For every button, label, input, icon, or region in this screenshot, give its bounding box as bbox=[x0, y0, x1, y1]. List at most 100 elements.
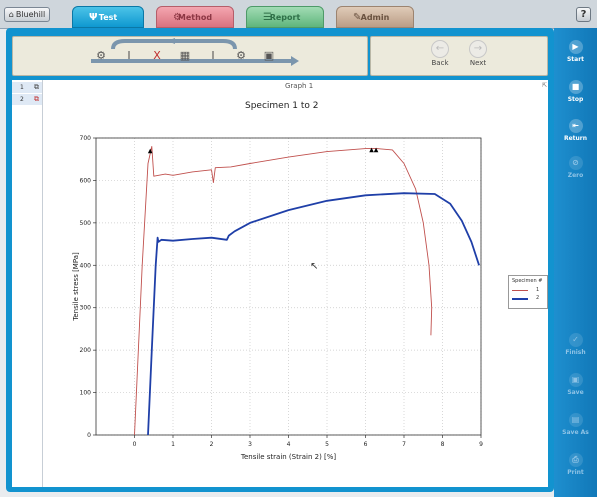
y-tick-label: 600 bbox=[80, 177, 92, 184]
top-bar: ⌂ Bluehill Ψ Test ⚙ Method ☰ Report ✎ Ad… bbox=[0, 0, 597, 29]
series-line-2 bbox=[147, 192, 480, 436]
y-tick-label: 200 bbox=[80, 347, 92, 354]
save-as-button[interactable]: ▤ Save As bbox=[554, 413, 597, 436]
specimen-icon[interactable]: I bbox=[127, 49, 131, 62]
zero-icon: ⊘ bbox=[568, 156, 583, 170]
zero-button[interactable]: ⊘ Zero bbox=[554, 156, 597, 179]
zero-label: Zero bbox=[567, 172, 584, 179]
y-tick-label: 400 bbox=[80, 262, 92, 269]
tab-report[interactable]: ☰ Report bbox=[246, 6, 324, 28]
x-tick-label: 1 bbox=[171, 441, 175, 448]
series-line-1 bbox=[134, 146, 433, 436]
chart-legend: Specimen # 1 2 bbox=[508, 275, 548, 309]
tab-label: Test bbox=[98, 13, 118, 22]
specimen-icon[interactable]: I bbox=[211, 49, 215, 62]
legend-item: 1 bbox=[512, 287, 545, 293]
navigation-panel: ← Back → Next bbox=[370, 36, 548, 76]
print-icon: ⎙ bbox=[568, 453, 583, 467]
finish-button[interactable]: ✓ Finish bbox=[554, 333, 597, 356]
start-button[interactable]: ▶ Start bbox=[554, 40, 597, 63]
return-icon: ⇤ bbox=[568, 119, 583, 133]
x-axis-label: Tensile strain (Strain 2) [%] bbox=[240, 453, 337, 461]
x-tick-label: 0 bbox=[133, 441, 137, 448]
x-tick-label: 5 bbox=[325, 441, 329, 448]
back-label: Back bbox=[431, 59, 449, 67]
save-icon: ▣ bbox=[568, 373, 583, 387]
save-button[interactable]: ▣ Save bbox=[554, 373, 597, 396]
help-button[interactable]: ? bbox=[576, 7, 591, 22]
chart-title: Specimen 1 to 2 bbox=[245, 101, 319, 111]
return-label: Return bbox=[563, 135, 588, 142]
method-icon: ⚙ bbox=[173, 12, 182, 23]
yield-marker: ▲ bbox=[148, 147, 153, 154]
post-test-icon[interactable]: ⚙ bbox=[236, 49, 246, 62]
stop-button[interactable]: ■ Stop bbox=[554, 80, 597, 103]
flow-arrow-head bbox=[291, 56, 299, 66]
y-tick-label: 500 bbox=[80, 220, 92, 227]
mouse-cursor-icon: ↖ bbox=[310, 261, 319, 272]
report-icon: ☰ bbox=[263, 12, 272, 23]
legend-swatch bbox=[512, 290, 528, 291]
y-tick-label: 100 bbox=[80, 390, 92, 397]
save-label: Save bbox=[567, 389, 584, 396]
save-as-icon: ▤ bbox=[568, 413, 583, 427]
tab-label: Method bbox=[177, 13, 213, 22]
tab-method[interactable]: ⚙ Method bbox=[156, 6, 234, 28]
save-as-label: Save As bbox=[562, 429, 589, 436]
specimen-list: 1 ⧉ 2 ⧉ bbox=[12, 80, 43, 487]
legend-swatch bbox=[512, 298, 528, 300]
tab-test[interactable]: Ψ Test bbox=[72, 6, 144, 28]
workflow-arrows bbox=[91, 38, 299, 66]
peak-marker: ▲▲ bbox=[369, 147, 379, 154]
test-icon[interactable]: Χ bbox=[153, 49, 161, 62]
home-button[interactable]: ⌂ Bluehill bbox=[4, 7, 50, 22]
y-tick-label: 300 bbox=[80, 305, 92, 312]
legend-title: Specimen # bbox=[512, 278, 543, 284]
graph-area bbox=[12, 80, 548, 487]
x-tick-label: 6 bbox=[364, 441, 368, 448]
home-label: Bluehill bbox=[15, 10, 46, 19]
calculator-icon[interactable]: ▦ bbox=[179, 49, 191, 62]
save-icon[interactable]: ▣ bbox=[263, 49, 275, 62]
tab-admin[interactable]: ✎ Admin bbox=[336, 6, 414, 28]
legend-label: 2 bbox=[536, 295, 540, 301]
x-tick-label: 3 bbox=[248, 441, 252, 448]
stop-label: Stop bbox=[567, 96, 584, 103]
load-frame-icon: Ψ bbox=[89, 12, 98, 23]
next-button[interactable]: → Next bbox=[460, 40, 496, 67]
expand-icon[interactable]: ⇱ bbox=[542, 82, 548, 89]
loop-arrow-head bbox=[167, 38, 175, 44]
y-axis-label: Tensile stress [MPa] bbox=[72, 252, 80, 322]
start-icon: ▶ bbox=[568, 40, 583, 54]
next-label: Next bbox=[469, 59, 487, 67]
x-tick-label: 2 bbox=[210, 441, 214, 448]
specimen-broken-icon: ⧉ bbox=[34, 95, 39, 103]
return-button[interactable]: ⇤ Return bbox=[554, 119, 597, 142]
next-icon: → bbox=[469, 40, 487, 58]
specimen-icon: ⧉ bbox=[34, 83, 39, 91]
back-button[interactable]: ← Back bbox=[422, 40, 458, 67]
print-button[interactable]: ⎙ Print bbox=[554, 453, 597, 476]
x-tick-label: 9 bbox=[479, 441, 483, 448]
y-tick-label: 0 bbox=[87, 432, 91, 439]
x-tick-label: 7 bbox=[402, 441, 406, 448]
tab-label: Admin bbox=[360, 13, 390, 22]
start-label: Start bbox=[566, 56, 585, 63]
home-icon: ⌂ bbox=[8, 10, 14, 19]
setup-icon[interactable]: ⚙ bbox=[96, 49, 106, 62]
back-icon: ← bbox=[431, 40, 449, 58]
stop-icon: ■ bbox=[568, 80, 583, 94]
specimen-number: 1 bbox=[20, 84, 24, 91]
specimen-row[interactable]: 2 ⧉ bbox=[12, 94, 42, 105]
finish-icon: ✓ bbox=[568, 333, 583, 347]
legend-item: 2 bbox=[512, 295, 545, 301]
x-tick-label: 8 bbox=[441, 441, 445, 448]
print-label: Print bbox=[567, 469, 584, 476]
tab-label: Report bbox=[269, 13, 301, 22]
action-sidebar: ▶ Start ■ Stop ⇤ Return ⊘ Zero ✓ Finish … bbox=[554, 28, 597, 497]
finish-label: Finish bbox=[565, 349, 586, 356]
specimen-row[interactable]: 1 ⧉ bbox=[12, 82, 42, 93]
legend-label: 1 bbox=[536, 287, 540, 293]
admin-icon: ✎ bbox=[353, 12, 362, 23]
